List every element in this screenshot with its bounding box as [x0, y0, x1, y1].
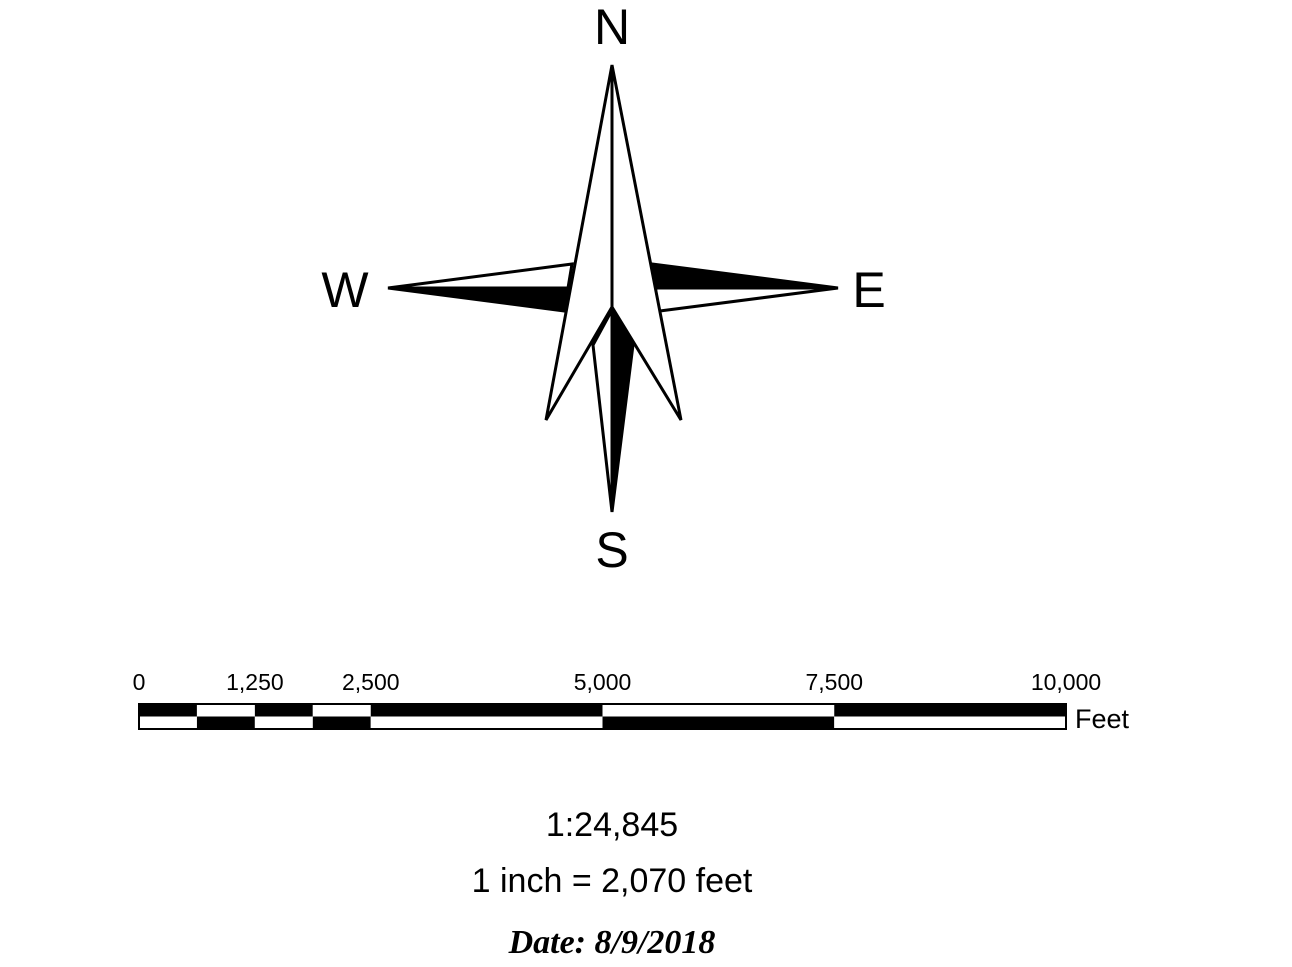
west-arm-dark	[387, 286, 574, 314]
north-arrow	[387, 64, 839, 513]
scale-bar-minor-segment-top	[139, 704, 197, 717]
scale-bar-minor-segment-bottom	[139, 716, 197, 729]
scale-bar-major-segment-bottom	[602, 716, 835, 729]
scale-bar-major-segment-bottom	[834, 716, 1066, 729]
south-label: S	[595, 522, 628, 578]
scale-bar-tick-label: 1,250	[226, 669, 284, 695]
scale-bar-major-segment-top	[602, 704, 835, 717]
east-arm-light	[650, 286, 839, 314]
scale-bar-minor-segment-bottom	[196, 716, 255, 729]
west-arm-light	[387, 262, 574, 290]
scale-bar-major-segment-bottom	[370, 716, 603, 729]
scale-bar: 0 1,250 2,500 5,000 7,500 10,000 Feet	[133, 669, 1130, 734]
scale-bar-minor-segment-top	[254, 704, 313, 717]
scale-bar-minor-segment-bottom	[312, 716, 371, 729]
map-date-text: Date: 8/9/2018	[508, 924, 716, 961]
scale-bar-tick-label: 10,000	[1031, 669, 1101, 695]
scale-ratio-text: 1:24,845	[545, 806, 679, 844]
east-label: E	[852, 262, 885, 318]
scale-bar-major-segment-top	[370, 704, 603, 717]
east-arm-dark	[650, 262, 839, 290]
scale-bar-minor-segment-top	[196, 704, 255, 717]
north-needle-right	[610, 64, 683, 421]
scale-bar-minor-segment-top	[312, 704, 371, 717]
south-needle-dark	[610, 304, 635, 513]
scale-bar-unit-label: Feet	[1075, 704, 1130, 734]
scale-bar-outline	[138, 703, 1067, 730]
west-label: W	[321, 262, 369, 318]
north-label: N	[594, 0, 630, 55]
scale-bar-tick-label: 0	[133, 669, 146, 695]
scale-equivalence-text: 1 inch = 2,070 feet	[471, 862, 753, 900]
scale-bar-minor-segment-bottom	[254, 716, 313, 729]
scale-bar-tick-label: 5,000	[574, 669, 632, 695]
scale-bar-tick-label: 2,500	[342, 669, 400, 695]
scale-bar-major-segment-top	[834, 704, 1066, 717]
scale-bar-tick-label: 7,500	[805, 669, 863, 695]
south-needle-light	[591, 309, 614, 513]
